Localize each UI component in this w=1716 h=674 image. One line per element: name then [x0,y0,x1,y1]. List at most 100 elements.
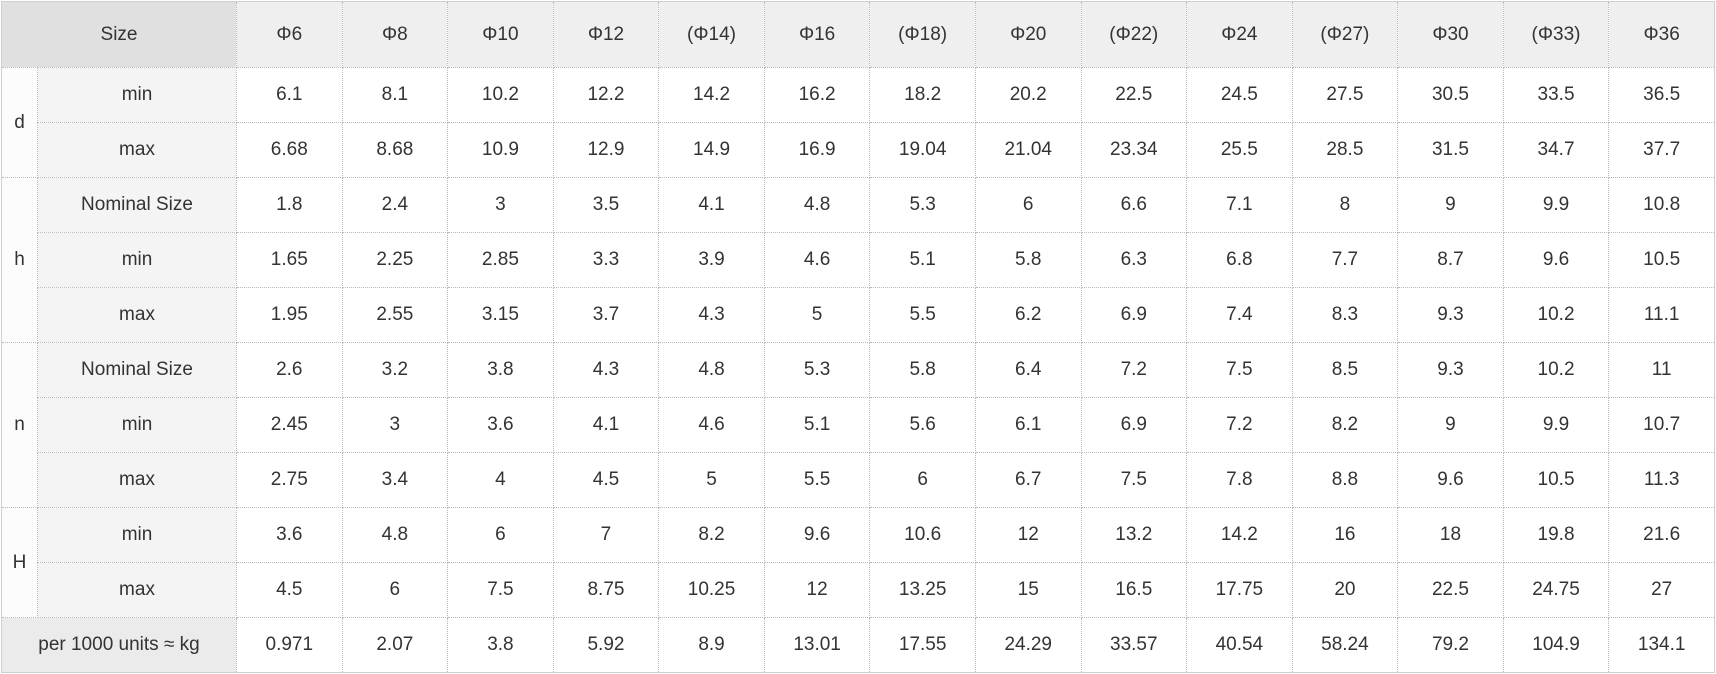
value-cell: 5.3 [763,342,871,398]
value-cell: 8.2 [1291,397,1399,453]
value-cell: 6 [869,452,976,508]
value-cell: 4.5 [236,562,343,618]
value-cell: 4.3 [658,287,765,343]
group-label-n: n [1,342,38,508]
value-cell: 6.4 [974,342,1082,398]
value-cell: 31.5 [1397,122,1504,178]
value-cell: 24.75 [1502,562,1610,618]
header-row: Size Φ6 Φ8 Φ10 Φ12 (Φ14) Φ16 (Φ18) Φ20 (Φ22) Φ24(… [1,1,1715,68]
table-row: h Nominal Size 1.8 2.4 3 3.5 4.1 4.8 5.3 6 6.6 7.1 8… [1,177,1715,343]
column-header-14: Φ36 [1608,1,1715,68]
value-cell: 3 [341,397,449,453]
value-cell: 20.2 [974,67,1082,123]
value-cell: 27.5 [1291,67,1399,123]
value-cell: 10.7 [1608,397,1715,453]
column-header-10: Φ24 [1186,1,1293,68]
value-cell: 6.68 [236,122,343,178]
value-cell: 6.3 [1080,232,1188,288]
weight-value-cell: 79.2 [1397,617,1504,673]
table-row: min 2.45 3 3.6 4.1 4.6 5.1 5.6 6.1 6.9 7.2 8.2 9 9.9 1… [2,397,1715,453]
value-cell: 4.6 [658,397,765,453]
value-cell: 7.4 [1186,287,1293,343]
value-cell: 4.6 [763,232,871,288]
value-cell: 8.3 [1291,287,1399,343]
value-cell: 9 [1397,397,1504,453]
weight-value-cell: 33.57 [1080,617,1188,673]
column-header-3: Φ10 [447,1,554,68]
value-cell: 2.85 [447,232,554,288]
value-cell: 4.1 [552,397,660,453]
value-cell: 7.2 [1186,397,1293,453]
value-cell: 2.45 [236,397,343,453]
value-cell: 4.8 [341,507,449,563]
value-cell: 7.5 [1080,452,1188,508]
value-cell: 10.9 [447,122,554,178]
value-cell: 3.2 [341,342,449,398]
value-cell: 5.1 [869,232,976,288]
column-header-6: Φ16 [763,1,871,68]
table-body: d min 6.1 8.1 10.2 12.2 14.2 16.2 18.2 20.2 22.5 24… [1,67,1715,673]
group-label-H: H [1,507,38,618]
value-cell: 14.2 [658,67,765,123]
value-cell: 28.5 [1291,122,1399,178]
table-row: max 1.95 2.55 3.15 3.7 4.3 5 5.5 6.2 6.9 7.4 8.3 9.3… [2,287,1715,343]
value-cell: 5.8 [869,342,976,398]
column-header-11: (Φ27) [1291,1,1399,68]
value-cell: 16.9 [763,122,871,178]
value-cell: 9.3 [1397,342,1504,398]
value-cell: 5 [658,452,765,508]
value-cell: 6.6 [1080,177,1188,233]
value-cell: 10.2 [1502,287,1610,343]
row-label: max [37,287,237,343]
value-cell: 30.5 [1397,67,1504,123]
value-cell: 3.6 [236,507,343,563]
value-cell: 10.5 [1608,232,1715,288]
value-cell: 12 [974,507,1082,563]
value-cell: 5.8 [974,232,1082,288]
value-cell: 9.9 [1502,397,1610,453]
value-cell: 5.3 [869,177,976,233]
column-header-4: Φ12 [552,1,660,68]
table-row: n Nominal Size 2.6 3.2 3.8 4.3 4.8 5.3 5.8 6.4 7.2… [1,342,1715,508]
value-cell: 36.5 [1608,67,1715,123]
value-cell: 6.9 [1080,397,1188,453]
value-cell: 2.75 [236,452,343,508]
value-cell: 18.2 [869,67,976,123]
column-header-2: Φ8 [341,1,449,68]
value-cell: 18 [1397,507,1504,563]
column-header-1: Φ6 [236,1,343,68]
value-cell: 3.15 [447,287,554,343]
value-cell: 9.6 [763,507,871,563]
value-cell: 1.65 [236,232,343,288]
value-cell: 7.8 [1186,452,1293,508]
value-cell: 12 [763,562,871,618]
value-cell: 6 [447,507,554,563]
value-cell: 7.7 [1291,232,1399,288]
value-cell: 6.7 [974,452,1082,508]
table-row: max 6.68 8.68 10.9 12.9 14.9 16.9 19.04 21.04 23.… [2,122,1715,178]
value-cell: 8.2 [658,507,765,563]
value-cell: 3.6 [447,397,554,453]
row-label: min [37,397,237,453]
value-cell: 1.8 [236,177,343,233]
value-cell: 3.9 [658,232,765,288]
row-label: min [37,67,237,123]
value-cell: 7.2 [1080,342,1188,398]
value-cell: 12.9 [552,122,660,178]
value-cell: 7.5 [447,562,554,618]
value-cell: 16 [1291,507,1399,563]
value-cell: 7 [552,507,660,563]
value-cell: 17.75 [1186,562,1293,618]
weight-value-cell: 58.24 [1291,617,1399,673]
value-cell: 6.1 [236,67,343,123]
value-cell: 3 [447,177,554,233]
value-cell: 10.2 [1502,342,1610,398]
weight-value-cell: 13.01 [763,617,871,673]
value-cell: 33.5 [1502,67,1610,123]
value-cell: 8 [1291,177,1399,233]
value-cell: 5.5 [869,287,976,343]
column-header-13: (Φ33) [1502,1,1610,68]
value-cell: 10.2 [447,67,554,123]
